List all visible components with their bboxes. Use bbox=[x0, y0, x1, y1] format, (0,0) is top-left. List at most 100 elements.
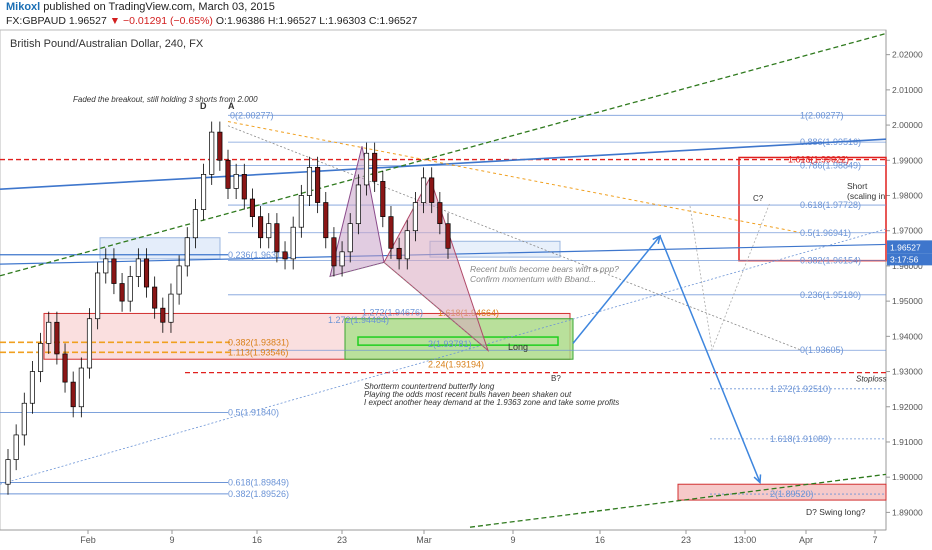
high-value: H:1.96527 bbox=[267, 15, 317, 27]
candle-bear bbox=[160, 307, 166, 323]
annotation-top-note: Faded the breakout, still holding 3 shor… bbox=[73, 95, 258, 104]
candle-bear bbox=[249, 198, 255, 217]
price-axis-bg bbox=[886, 30, 932, 530]
long-entry-box bbox=[357, 336, 559, 346]
low-value: L:1.96303 bbox=[319, 15, 366, 27]
green-channel-bottom bbox=[469, 473, 887, 528]
time-tick-label: Apr bbox=[799, 535, 813, 545]
candle-bull bbox=[38, 343, 44, 372]
chart-title: British Pound/Australian Dollar, 240, FX bbox=[10, 38, 204, 50]
symbol: FX:GBPAUD bbox=[6, 15, 66, 27]
candle-bull bbox=[355, 184, 361, 225]
fib-label-right: 0.786(1.98849) bbox=[800, 161, 861, 171]
mid-fib-label: 2(1.93781) bbox=[428, 339, 472, 349]
time-tick-label: 9 bbox=[169, 535, 174, 545]
author-line: Mikoxl published on TradingView.com, Mar… bbox=[6, 1, 275, 13]
candle-bear bbox=[217, 131, 223, 161]
fib-label-left: 0.5(1.91840) bbox=[228, 407, 279, 417]
price-tick-label: 1.96000 bbox=[892, 261, 923, 271]
annotation-butterfly-2: Playing the odds most recent bulls haven… bbox=[364, 390, 572, 399]
fib-label-right: 0(1.93605) bbox=[800, 345, 844, 355]
published-text: published on TradingView.com, March 03, … bbox=[43, 1, 275, 13]
countdown-tag bbox=[887, 253, 932, 266]
swing-zone bbox=[677, 483, 887, 501]
time-tick-label: 16 bbox=[252, 535, 262, 545]
extension-label: 2(1.89520) bbox=[770, 489, 814, 499]
candle-bull bbox=[363, 152, 370, 186]
time-tick-label: 23 bbox=[681, 535, 691, 545]
price-tick-label: 1.89000 bbox=[892, 507, 923, 517]
candle-bull bbox=[5, 459, 11, 485]
price-tick-label: 2.02000 bbox=[892, 50, 923, 60]
time-tick-label: Mar bbox=[416, 535, 432, 545]
candle-bull bbox=[347, 223, 353, 253]
time-tick-label: 9 bbox=[510, 535, 515, 545]
candle-bear bbox=[62, 353, 68, 383]
price-tick-label: 1.90000 bbox=[892, 472, 923, 482]
symbol-line: FX:GBPAUD 1.96527 ▼ −0.01291 (−0.65%) O:… bbox=[6, 15, 417, 27]
c-label: C? bbox=[753, 194, 764, 203]
candle-bear bbox=[54, 321, 60, 355]
price-tick-label: 1.92000 bbox=[892, 402, 923, 412]
orange-label-224: 2.24(1.93194) bbox=[428, 360, 484, 370]
candle-bull bbox=[412, 202, 418, 232]
candle-bull bbox=[95, 272, 101, 320]
point-label-d: D bbox=[200, 101, 207, 111]
fib-label-left: 0(2.00277) bbox=[230, 110, 274, 120]
c-leg-dotted bbox=[689, 202, 771, 352]
candle-bull bbox=[266, 223, 272, 239]
candle-bear bbox=[70, 381, 76, 408]
fib-label-right: 0.618(1.97728) bbox=[800, 200, 861, 210]
extension-label: 1.618(1.91089) bbox=[770, 434, 831, 444]
candle-bear bbox=[111, 258, 117, 284]
candle-bull bbox=[13, 434, 19, 460]
green-channel-top bbox=[0, 32, 887, 277]
projection-arrow-down-head bbox=[753, 474, 762, 485]
author-name[interactable]: Mikoxl bbox=[6, 1, 41, 13]
price-tick-label: 1.95000 bbox=[892, 296, 923, 306]
annotation-mid-1: Recent bulls become bears with a ppp? bbox=[470, 264, 619, 274]
blue-trendline bbox=[0, 138, 887, 190]
last-price: 1.96527 bbox=[68, 15, 107, 27]
candle-bull bbox=[21, 402, 27, 436]
change: ▼ −0.01291 (−0.65%) bbox=[109, 15, 213, 27]
orange-label: 1.113(1.93546) bbox=[228, 347, 288, 357]
price-tick-label: 2.01000 bbox=[892, 85, 923, 95]
projection-arrow-down bbox=[659, 235, 761, 483]
candle-bull bbox=[306, 166, 313, 196]
fib-label-right: 0.382(1.96154) bbox=[800, 255, 861, 265]
extension-label: 1.272(1.92510) bbox=[770, 384, 831, 394]
point-label-a: A bbox=[228, 101, 235, 111]
candle-bull bbox=[135, 258, 141, 277]
stoploss-label: Stoploss bbox=[856, 375, 887, 384]
fib-label-left: 0.618(1.89849) bbox=[228, 478, 289, 488]
candle-bear bbox=[152, 286, 158, 309]
time-tick-label: 7 bbox=[872, 535, 877, 545]
b-label: B? bbox=[551, 374, 561, 383]
short-label-2: (scaling in bbox=[847, 191, 886, 201]
long-label: Long bbox=[508, 342, 528, 352]
annotation-butterfly-1: Shortterm countertrend butterfly long bbox=[364, 382, 495, 391]
blue-box bbox=[99, 237, 221, 260]
candle-bull bbox=[46, 321, 52, 344]
fib-label-right: 0.236(1.95180) bbox=[800, 290, 861, 300]
blue-dotted-trend bbox=[0, 228, 887, 485]
mid-fib-label: 1.272(1.94464) bbox=[328, 315, 389, 325]
candle-bear bbox=[143, 258, 150, 288]
candle-bear bbox=[388, 216, 394, 249]
candle-bull bbox=[421, 177, 427, 203]
candle-bear bbox=[445, 223, 451, 249]
candle-bear bbox=[241, 174, 247, 200]
last-price-tag bbox=[887, 240, 932, 254]
candle-bear bbox=[258, 216, 264, 239]
swing-label: D? Swing long? bbox=[806, 507, 866, 517]
candle-bull bbox=[127, 276, 133, 302]
price-tick-label: 1.93000 bbox=[892, 367, 923, 377]
candle-bull bbox=[233, 174, 239, 189]
fib-label-left: 0.236(1.96317) bbox=[228, 250, 289, 260]
candle-bull bbox=[78, 367, 84, 408]
candle-bull bbox=[339, 251, 345, 267]
fib-label-left: 0.382(1.89526) bbox=[228, 489, 289, 499]
candle-bull bbox=[404, 230, 410, 260]
